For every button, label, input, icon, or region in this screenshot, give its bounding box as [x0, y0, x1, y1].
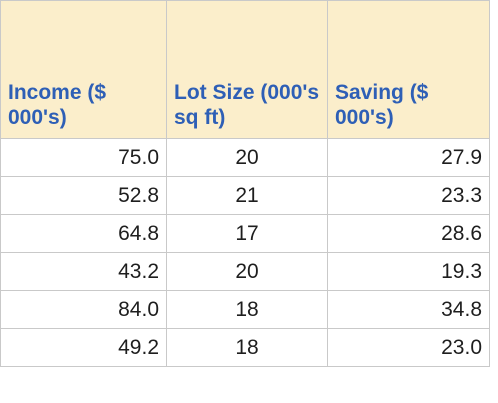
header-row: Income ($ 000's) Lot Size (000's sq ft) … [0, 0, 490, 139]
cell-saving[interactable]: 23.0 [327, 328, 490, 367]
cell-saving[interactable]: 28.6 [327, 214, 490, 253]
cell-lot-size[interactable]: 18 [166, 290, 328, 329]
cell-saving[interactable]: 34.8 [327, 290, 490, 329]
cell-lot-size[interactable]: 17 [166, 214, 328, 253]
cell-income[interactable]: 49.2 [0, 328, 167, 367]
cell-lot-size[interactable]: 21 [166, 176, 328, 215]
table-row: 64.8 17 28.6 [0, 214, 490, 253]
cell-lot-size[interactable]: 20 [166, 252, 328, 291]
cell-income[interactable]: 52.8 [0, 176, 167, 215]
header-saving[interactable]: Saving ($ 000's) [327, 0, 490, 139]
header-lot-size[interactable]: Lot Size (000's sq ft) [166, 0, 328, 139]
cell-income[interactable]: 43.2 [0, 252, 167, 291]
table-row: 84.0 18 34.8 [0, 290, 490, 329]
cell-income[interactable]: 64.8 [0, 214, 167, 253]
cell-lot-size[interactable]: 18 [166, 328, 328, 367]
table-row: 75.0 20 27.9 [0, 138, 490, 177]
cell-lot-size[interactable]: 20 [166, 138, 328, 177]
data-table: Income ($ 000's) Lot Size (000's sq ft) … [0, 0, 490, 367]
cell-income[interactable]: 75.0 [0, 138, 167, 177]
table-row: 49.2 18 23.0 [0, 328, 490, 367]
cell-income[interactable]: 84.0 [0, 290, 167, 329]
table-row: 43.2 20 19.3 [0, 252, 490, 291]
cell-saving[interactable]: 27.9 [327, 138, 490, 177]
cell-saving[interactable]: 23.3 [327, 176, 490, 215]
table-row: 52.8 21 23.3 [0, 176, 490, 215]
header-income[interactable]: Income ($ 000's) [0, 0, 167, 139]
cell-saving[interactable]: 19.3 [327, 252, 490, 291]
